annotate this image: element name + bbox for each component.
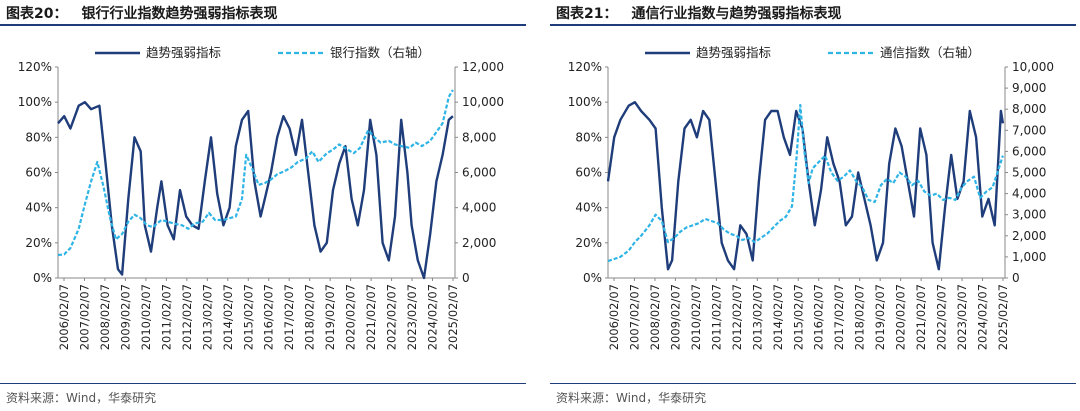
chart-panel-right: 图表21： 通信行业指数与趋势强弱指标表现 0% 20% 40% 60% 80% 100% 1… <box>550 0 1080 411</box>
y-left-tick-label: 80% <box>25 130 52 144</box>
x-tick-label: 2021/02/07 <box>914 284 928 350</box>
x-tick-label: 2014/02/07 <box>221 284 235 350</box>
chart-panel-left: 图表20： 银行行业指数趋势强弱指标表现 0% 20% 40% 60% 80% 100% 12… <box>0 0 530 411</box>
x-tick-label: 2017/02/07 <box>832 284 846 350</box>
y-left-tick-label: 120% <box>18 60 52 74</box>
x-tick-label: 2022/02/07 <box>935 284 949 350</box>
source-rule <box>0 383 526 384</box>
figure-number: 图表20： <box>6 6 68 22</box>
x-tick-label: 2008/02/07 <box>98 284 112 350</box>
x-tick-label: 2009/02/07 <box>668 284 682 350</box>
y-right-tick-label: 2,000 <box>1012 229 1046 243</box>
y-right-tick-label: 0 <box>1012 271 1020 285</box>
y-right-tick-label: 7,000 <box>1012 123 1046 137</box>
x-tick-label: 2006/02/07 <box>607 284 621 350</box>
x-tick-label: 2019/02/07 <box>323 284 337 350</box>
y-right-tick-label: 6,000 <box>462 166 496 180</box>
y-left-tick-label: 40% <box>575 201 602 215</box>
series-line-trend-indicator <box>606 100 1005 271</box>
y-left-tick-label: 80% <box>575 130 602 144</box>
y-right-tick-label: 10,000 <box>1012 60 1054 74</box>
x-tick-label: 2014/02/07 <box>771 284 785 350</box>
y-right-tick-label: 12,000 <box>462 60 504 74</box>
y-left-tick-label: 20% <box>575 236 602 250</box>
x-tick-label: 2017/02/07 <box>282 284 296 350</box>
y-right-tick-label: 4,000 <box>1012 187 1046 201</box>
y-left-tick-label: 120% <box>568 60 602 74</box>
y-left-tick-label: 20% <box>25 236 52 250</box>
x-tick-label: 2013/02/07 <box>200 284 214 350</box>
y-left-tick-label: 40% <box>25 201 52 215</box>
y-right-tick-label: 6,000 <box>1012 144 1046 158</box>
x-tick-label: 2023/02/07 <box>405 284 419 350</box>
x-tick-label: 2010/02/07 <box>139 284 153 350</box>
y-right-tick-label: 8,000 <box>1012 102 1046 116</box>
legend-label: 通信指数（右轴） <box>880 45 980 60</box>
x-tick-label: 2007/02/07 <box>77 284 91 350</box>
y-right-tick-label: 0 <box>462 271 470 285</box>
x-tick-label: 2015/02/07 <box>241 284 255 350</box>
y-right-tick-label: 4,000 <box>462 201 496 215</box>
x-tick-label: 2024/02/07 <box>426 284 440 350</box>
x-tick-label: 2022/02/07 <box>385 284 399 350</box>
y-right-tick-label: 9,000 <box>1012 81 1046 95</box>
source-note: 资料来源：Wind，华泰研究 <box>556 391 707 405</box>
x-tick-label: 2025/02/07 <box>996 284 1010 350</box>
x-tick-label: 2011/02/07 <box>709 284 723 350</box>
x-tick-label: 2013/02/07 <box>750 284 764 350</box>
y-left-tick-label: 60% <box>25 166 52 180</box>
chart-title: 图表21： 通信行业指数与趋势强弱指标表现 <box>556 3 841 23</box>
x-tick-label: 2020/02/07 <box>894 284 908 350</box>
x-tick-label: 2025/02/07 <box>446 284 460 350</box>
x-tick-label: 2010/02/07 <box>689 284 703 350</box>
y-left-tick-label: 60% <box>575 166 602 180</box>
y-right-tick-label: 5,000 <box>1012 166 1046 180</box>
source-note: 资料来源：Wind，华泰研究 <box>6 391 157 405</box>
x-tick-label: 2020/02/07 <box>344 284 358 350</box>
x-tick-label: 2016/02/07 <box>262 284 276 350</box>
x-tick-label: 2019/02/07 <box>873 284 887 350</box>
x-tick-label: 2023/02/07 <box>955 284 969 350</box>
x-tick-label: 2015/02/07 <box>791 284 805 350</box>
x-tick-label: 2016/02/07 <box>812 284 826 350</box>
y-right-tick-label: 8,000 <box>462 130 496 144</box>
legend-label: 趋势强弱指标 <box>146 45 221 60</box>
chart-title: 图表20： 银行行业指数趋势强弱指标表现 <box>6 3 277 23</box>
y-right-tick-label: 1,000 <box>1012 250 1046 264</box>
x-tick-label: 2018/02/07 <box>303 284 317 350</box>
figure-number: 图表21： <box>556 6 618 22</box>
x-tick-label: 2018/02/07 <box>853 284 867 350</box>
title-rule <box>0 24 526 26</box>
y-right-tick-label: 10,000 <box>462 95 504 109</box>
y-left-tick-label: 100% <box>18 95 52 109</box>
series-line-index <box>57 89 454 257</box>
series-line-trend-indicator <box>57 100 454 280</box>
y-left-tick-label: 0% <box>583 271 602 285</box>
x-tick-label: 2012/02/07 <box>730 284 744 350</box>
legend-label: 趋势强弱指标 <box>696 45 771 60</box>
legend-label: 银行指数（右轴） <box>330 45 430 60</box>
x-tick-label: 2007/02/07 <box>627 284 641 350</box>
chart-telecom-index: 0% 20% 40% 60% 80% 100% 120% 0 1,000 2,000 3,000 4,… <box>568 45 1054 350</box>
figure-title: 银行行业指数趋势强弱指标表现 <box>81 6 278 22</box>
x-tick-label: 2012/02/07 <box>180 284 194 350</box>
x-tick-label: 2024/02/07 <box>976 284 990 350</box>
x-tick-label: 2011/02/07 <box>159 284 173 350</box>
x-tick-label: 2009/02/07 <box>118 284 132 350</box>
y-left-tick-label: 100% <box>568 95 602 109</box>
x-tick-label: 2006/02/07 <box>57 284 71 350</box>
source-rule <box>550 383 1076 384</box>
y-right-tick-label: 2,000 <box>462 236 496 250</box>
figure-title: 通信行业指数与趋势强弱指标表现 <box>631 6 842 22</box>
title-rule <box>550 24 1076 26</box>
chart-bank-index: 0% 20% 40% 60% 80% 100% 120% 0 2,000 4,000 6,000 8,… <box>18 45 504 350</box>
series-line-index <box>607 103 1004 263</box>
y-left-tick-label: 0% <box>33 271 52 285</box>
x-tick-label: 2021/02/07 <box>364 284 378 350</box>
x-tick-label: 2008/02/07 <box>648 284 662 350</box>
y-right-tick-label: 3,000 <box>1012 208 1046 222</box>
